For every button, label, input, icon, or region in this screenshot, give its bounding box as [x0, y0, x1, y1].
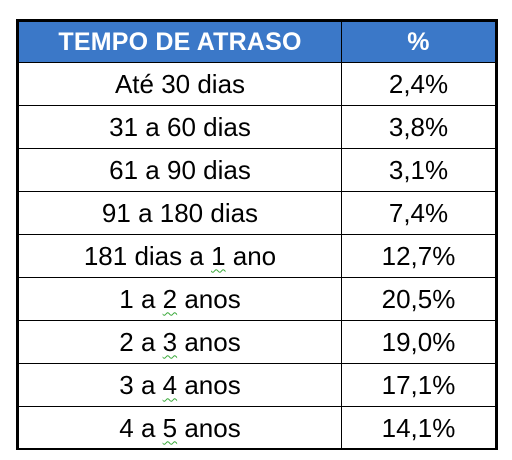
delay-text-pre: 2 a	[119, 326, 163, 357]
cell-percent: 7,4%	[341, 191, 496, 235]
delay-text-post: anos	[177, 369, 241, 400]
cell-percent: 17,1%	[341, 363, 496, 407]
cell-delay: 2 a 3 anos	[18, 320, 342, 364]
cell-delay: 181 dias a 1 ano	[18, 234, 342, 278]
delay-table-container: TEMPO DE ATRASO % Até 30 dias 2,4% 31 a …	[16, 19, 498, 450]
cell-percent: 19,0%	[341, 320, 496, 364]
table-row: 4 a 5 anos 14,1%	[18, 406, 496, 450]
delay-number-spellcheck: 2	[162, 283, 178, 314]
header-delay: TEMPO DE ATRASO	[18, 21, 342, 63]
delay-text-pre: 181 dias a	[83, 240, 212, 271]
cell-delay: 4 a 5 anos	[18, 406, 342, 450]
cell-percent: 20,5%	[341, 277, 496, 321]
cell-delay: 1 a 2 anos	[18, 277, 342, 321]
delay-text-pre: 4 a	[119, 412, 163, 443]
table-header-row: TEMPO DE ATRASO %	[18, 21, 496, 63]
table-row: 31 a 60 dias 3,8%	[18, 105, 496, 149]
cell-delay: 3 a 4 anos	[18, 363, 342, 407]
cell-delay: Até 30 dias	[18, 62, 342, 106]
cell-delay: 61 a 90 dias	[18, 148, 342, 192]
delay-text-post: ano	[225, 240, 277, 271]
cell-delay: 31 a 60 dias	[18, 105, 342, 149]
table-row: 3 a 4 anos 17,1%	[18, 363, 496, 407]
cell-percent: 3,1%	[341, 148, 496, 192]
delay-text-pre: 3 a	[119, 369, 163, 400]
cell-percent: 3,8%	[341, 105, 496, 149]
delay-text-post: anos	[177, 412, 241, 443]
table-row: 61 a 90 dias 3,1%	[18, 148, 496, 192]
delay-text-post: anos	[177, 326, 241, 357]
table-row: 1 a 2 anos 20,5%	[18, 277, 496, 321]
cell-percent: 12,7%	[341, 234, 496, 278]
delay-number-spellcheck: 5	[162, 412, 178, 443]
table-row: 2 a 3 anos 19,0%	[18, 320, 496, 364]
header-percent: %	[341, 21, 496, 63]
delay-number-spellcheck: 4	[162, 369, 178, 400]
cell-percent: 2,4%	[341, 62, 496, 106]
table-row: 181 dias a 1 ano 12,7%	[18, 234, 496, 278]
delay-number-spellcheck: 3	[162, 326, 178, 357]
cell-percent: 14,1%	[341, 406, 496, 450]
delay-number-spellcheck: 1	[211, 240, 226, 271]
cell-delay: 91 a 180 dias	[18, 191, 342, 235]
table-row: 91 a 180 dias 7,4%	[18, 191, 496, 235]
delay-text-post: anos	[177, 283, 241, 314]
table-row: Até 30 dias 2,4%	[18, 62, 496, 106]
delay-text-pre: 1 a	[119, 283, 163, 314]
delay-table: TEMPO DE ATRASO % Até 30 dias 2,4% 31 a …	[18, 21, 496, 450]
